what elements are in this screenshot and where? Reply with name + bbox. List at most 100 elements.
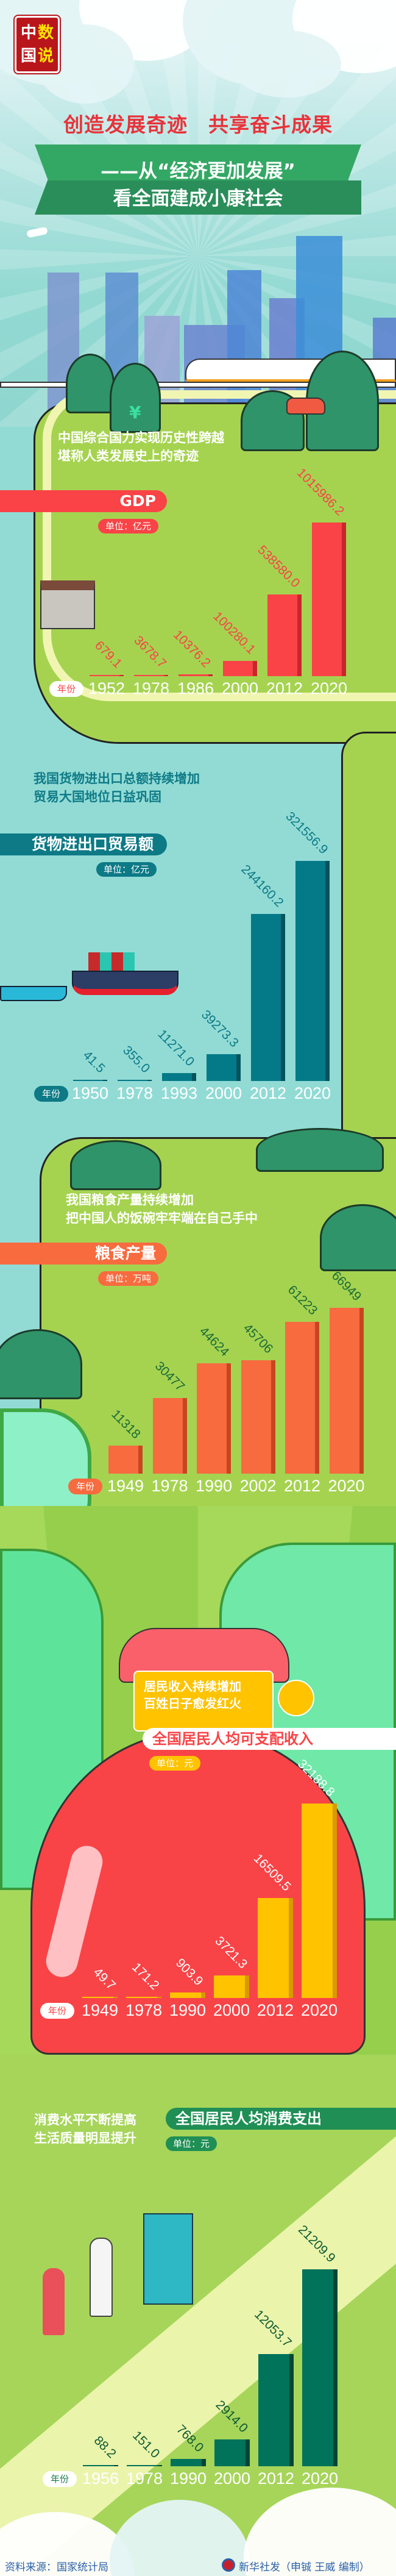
section-intro: 消费水平不断提高 生活质量明显提升 xyxy=(34,2111,136,2147)
chart-bar xyxy=(170,1993,205,1998)
logo-seal: 中 数 国 说 xyxy=(15,16,60,73)
subtitle-line2: 看全面建成小康社会 xyxy=(113,188,283,210)
car-icon xyxy=(286,398,325,415)
cloud xyxy=(232,30,341,98)
chart-bar xyxy=(118,1080,152,1081)
trade-banner: 货物进出口贸易额 xyxy=(0,833,167,855)
chart-bar xyxy=(179,674,213,676)
intro-line: 贸易大国地位日益巩固 xyxy=(34,790,161,804)
year-axis-label: 年份 xyxy=(68,1479,102,1494)
data-source: 资料来源：国家统计局 xyxy=(5,2561,108,2574)
section-intro: 居民收入持续增加 百姓日子愈发红火 xyxy=(144,1678,241,1712)
year-label: 2000 xyxy=(205,1084,242,1102)
chart-bar xyxy=(83,2465,118,2466)
chart-bar xyxy=(285,1322,319,1474)
year-label: 2012 xyxy=(283,1477,321,1495)
chart-bar xyxy=(82,1997,118,1998)
land-strip xyxy=(341,732,396,1152)
year-label: 1949 xyxy=(81,2001,119,2019)
chart-bar xyxy=(207,1054,241,1081)
chart-bar xyxy=(241,1360,275,1474)
chart-bar xyxy=(197,1363,231,1474)
year-label: 1990 xyxy=(195,1477,233,1495)
unit-label: 单位：万吨 xyxy=(98,1271,159,1286)
year-label: 1949 xyxy=(107,1477,144,1495)
bow-icon xyxy=(278,1680,314,1716)
income-banner: 全国居民人均可支配收入 xyxy=(143,1728,396,1750)
chart-bar xyxy=(126,1997,161,1998)
year-label: 2000 xyxy=(213,2469,251,2488)
year-label: 2000 xyxy=(221,679,259,698)
year-axis-label: 年份 xyxy=(34,1086,68,1102)
section-intro: 我国货物进出口总额持续增加 贸易大国地位日益巩固 xyxy=(34,769,200,806)
logo-char: 国 xyxy=(20,47,37,65)
year-label: 1956 xyxy=(82,2469,119,2488)
hill xyxy=(256,1128,384,1172)
intro-line: 我国货物进出口总额持续增加 xyxy=(34,771,200,786)
chart-bar xyxy=(134,675,168,676)
year-label: 2020 xyxy=(294,1084,331,1102)
year-label: 1978 xyxy=(151,1477,188,1495)
year-axis-label: 年份 xyxy=(40,2003,74,2019)
year-label: 1952 xyxy=(88,679,126,698)
chart-bar xyxy=(295,861,330,1081)
section-intro: 中国综合国力实现历史性跨越 堪称人类发展史上的奇迹 xyxy=(58,429,224,465)
year-axis-label: 年份 xyxy=(49,681,83,697)
ship-icon xyxy=(0,986,67,1001)
elevated-track xyxy=(0,382,396,388)
subtitle-line1: ——从“经济更加发展” xyxy=(101,160,295,182)
chart-bar xyxy=(329,1308,364,1474)
credit: 新华社发（申铖 王威 编制） xyxy=(239,2561,370,2574)
year-label: 2000 xyxy=(213,2001,250,2019)
unit-label: 单位：亿元 xyxy=(96,862,157,877)
year-label: 1978 xyxy=(132,679,170,698)
year-label: 1986 xyxy=(177,679,214,698)
year-axis-label: 年份 xyxy=(43,2471,77,2487)
grain-banner: 粮食产量 xyxy=(0,1243,167,1265)
chart-bar xyxy=(251,913,285,1081)
year-label: 2012 xyxy=(249,1084,287,1102)
logo-char: 中 xyxy=(20,24,37,42)
unit-label: 单位：元 xyxy=(149,1756,201,1771)
year-label: 1950 xyxy=(71,1084,109,1102)
year-label: 1990 xyxy=(169,2469,207,2488)
chart-bar xyxy=(90,675,124,676)
logo-char: 说 xyxy=(37,47,54,65)
counter-icon xyxy=(143,2213,193,2305)
year-label: 1990 xyxy=(169,2001,207,2019)
gdp-banner: GDP xyxy=(0,490,167,512)
page-title: 创造发展奇迹 共享奋斗成果 xyxy=(63,113,333,137)
chart-bar xyxy=(162,1073,196,1081)
unit-label: 单位：元 xyxy=(166,2136,217,2151)
year-label: 2012 xyxy=(256,2001,294,2019)
intro-line: 居民收入持续增加 xyxy=(144,1679,241,1694)
chart-bar xyxy=(127,2464,162,2466)
year-label: 2012 xyxy=(257,2469,295,2488)
hill xyxy=(320,1204,396,1271)
year-label: 2020 xyxy=(310,679,348,698)
chart-bar xyxy=(171,2459,206,2466)
hill xyxy=(0,1329,82,1399)
yuan-icon: ¥ xyxy=(129,402,141,423)
intro-line: 生活质量明显提升 xyxy=(34,2131,136,2146)
year-label: 2020 xyxy=(328,1477,365,1495)
chart-bar xyxy=(302,1804,337,1998)
intro-line: 消费水平不断提高 xyxy=(34,2113,136,2127)
money-bag-hill xyxy=(66,354,115,413)
house-icon xyxy=(40,580,95,629)
chart-bar xyxy=(302,2269,338,2466)
chart-bar xyxy=(223,661,257,676)
chart-bar xyxy=(258,1898,293,1998)
chart-bar xyxy=(214,2439,250,2466)
year-label: 2020 xyxy=(300,2001,338,2019)
section-intro: 我国粮食产量持续增加 把中国人的饭碗牢牢端在自己手中 xyxy=(66,1191,258,1227)
chart-bar xyxy=(73,1080,107,1081)
chart-bar xyxy=(258,2354,294,2466)
xinhua-logo-icon xyxy=(222,2558,235,2572)
intro-line: 我国粮食产量持续增加 xyxy=(66,1193,194,1207)
year-label: 1978 xyxy=(126,2469,163,2488)
containers xyxy=(88,952,135,971)
year-label: 1993 xyxy=(160,1084,198,1102)
intro-line: 把中国人的饭碗牢牢端在自己手中 xyxy=(66,1211,258,1226)
